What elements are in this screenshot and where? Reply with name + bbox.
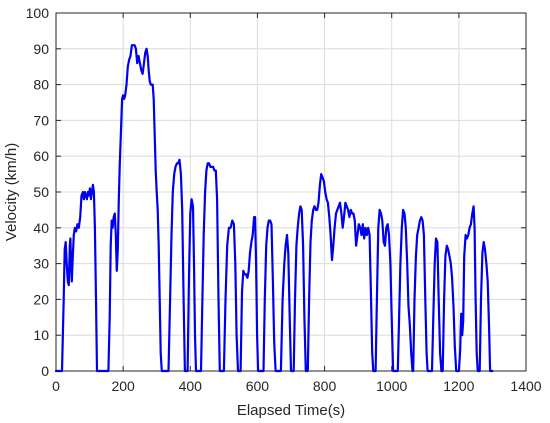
grid [55, 12, 527, 372]
x-tick-label: 1000 [376, 378, 407, 394]
velocity-series-line [54, 44, 494, 373]
y-tick-label: 90 [33, 41, 49, 57]
y-tick-label: 40 [33, 220, 49, 236]
x-tick-label: 600 [246, 378, 270, 394]
y-tick-label: 100 [26, 5, 50, 21]
x-tick-label: 0 [52, 378, 60, 394]
x-tick-label: 400 [179, 378, 203, 394]
y-tick-label: 80 [33, 77, 49, 93]
y-tick-label: 20 [33, 291, 49, 307]
x-tick-labels: 0 200 400 600 800 1000 1200 1400 [52, 378, 542, 394]
y-axis-title: Velocity (km/h) [3, 143, 20, 241]
y-tick-label: 30 [33, 256, 49, 272]
x-tick-label: 1400 [510, 378, 541, 394]
x-tick-label: 1200 [443, 378, 474, 394]
x-tick-label: 200 [111, 378, 135, 394]
x-axis-title: Elapsed Time(s) [237, 402, 345, 419]
y-tick-labels: 0 10 20 30 40 50 60 70 80 90 100 [26, 5, 50, 379]
x-tick-label: 800 [313, 378, 337, 394]
y-tick-label: 60 [33, 148, 49, 164]
tick-marks [55, 12, 527, 372]
y-tick-label: 0 [41, 363, 49, 379]
y-tick-label: 50 [33, 184, 49, 200]
y-tick-label: 10 [33, 327, 49, 343]
y-tick-label: 70 [33, 112, 49, 128]
